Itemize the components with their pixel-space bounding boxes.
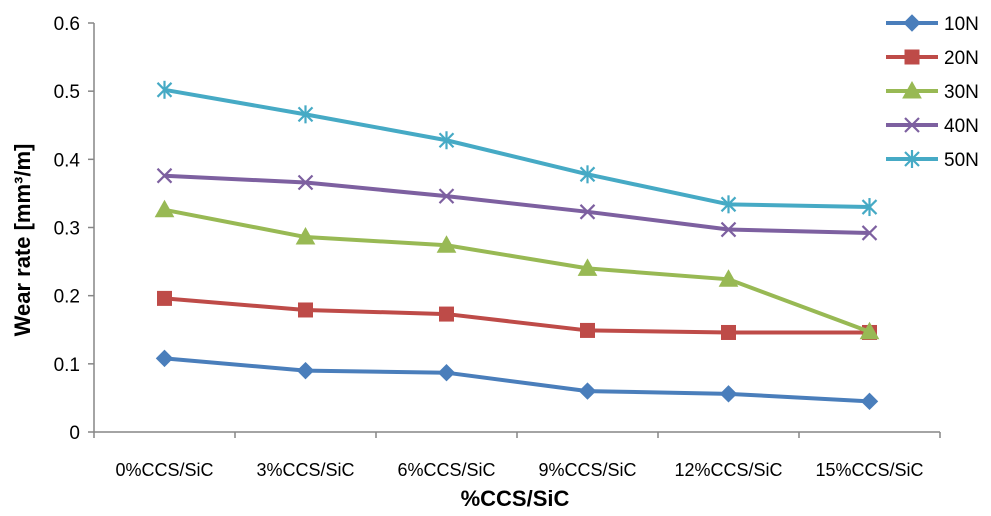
data-point (156, 167, 173, 184)
data-point (718, 269, 739, 287)
x-axis-title: %CCS/SiC (461, 486, 570, 511)
data-point (579, 204, 596, 220)
series-line (164, 356, 870, 404)
y-tick-label: 0.3 (54, 219, 80, 240)
x-tick-label: 0%CCS/SiC (115, 460, 213, 480)
data-point (721, 324, 736, 340)
x-tick-label: 9%CCS/SiC (538, 460, 636, 480)
marker-stroke (156, 167, 173, 184)
x-tick-label: 6%CCS/SiC (397, 460, 495, 480)
data-point (156, 80, 173, 99)
data-point (297, 174, 314, 191)
y-tick-label: 0.6 (54, 14, 80, 35)
legend-item: 30N (886, 80, 979, 103)
data-point (578, 382, 597, 400)
legend: 10N 20N 30N 40N 50N (886, 14, 979, 171)
legend-label: 30N (944, 82, 979, 103)
series-line (164, 207, 871, 334)
data-point (297, 105, 314, 124)
marker-stroke (861, 225, 878, 241)
x-tick-label: 15%CCS/SiC (815, 460, 923, 480)
legend-label: 20N (944, 48, 979, 69)
x-tick-label: 12%CCS/SiC (674, 460, 782, 480)
legend-marker (904, 117, 920, 133)
legend-label: 10N (944, 14, 979, 35)
legend-item: 20N (886, 48, 979, 69)
axes (93, 23, 940, 433)
data-point (720, 221, 737, 238)
legend-label: 50N (944, 150, 979, 171)
series-10N (155, 349, 879, 411)
data-point (298, 302, 313, 318)
data-point (860, 392, 879, 411)
series-line (164, 173, 870, 235)
marker-stroke (297, 174, 314, 191)
legend-marker (904, 49, 920, 65)
data-point (154, 199, 175, 218)
x-tick-label: 3%CCS/SiC (256, 460, 354, 480)
marker-stroke (720, 221, 737, 238)
legend-marker (904, 150, 920, 168)
data-point (580, 322, 595, 338)
data-point (579, 165, 596, 184)
data-point (720, 195, 737, 214)
y-tick-label: 0.1 (54, 355, 80, 376)
series-20N (157, 290, 877, 340)
data-point (295, 227, 316, 245)
data-point (438, 188, 455, 204)
series-30N (154, 199, 880, 340)
series-40N (156, 167, 878, 241)
data-point (296, 361, 315, 380)
series-group (154, 80, 880, 411)
data-point (859, 321, 880, 340)
data-point (436, 235, 457, 253)
data-point (577, 258, 598, 276)
y-tick-label: 0 (69, 423, 80, 444)
data-point (439, 306, 454, 322)
y-axis-ticks: 0 0.1 0.2 0.3 0.4 0.5 0.6 (54, 14, 94, 444)
data-point (719, 385, 738, 403)
y-axis-title: Wear rate [mm³/m] (10, 144, 35, 337)
legend-marker (902, 80, 922, 99)
data-point (861, 225, 878, 241)
series-50N (156, 80, 878, 217)
x-axis-ticks: 0%CCS/SiC 3%CCS/SiC 6%CCS/SiC 9%CCS/SiC 12%C… (93, 432, 941, 480)
marker-stroke (438, 188, 455, 204)
legend-item: 40N (886, 116, 979, 137)
data-point (438, 131, 455, 150)
legend-item: 50N (886, 150, 979, 171)
marker-stroke (579, 204, 596, 220)
marker-stroke (904, 117, 920, 133)
data-point (861, 198, 878, 217)
legend-label: 40N (944, 116, 979, 137)
y-tick-label: 0.4 (54, 150, 81, 171)
legend-marker (903, 14, 921, 32)
series-line (164, 87, 870, 210)
y-tick-label: 0.2 (54, 287, 80, 308)
data-point (157, 290, 172, 306)
data-point (155, 349, 174, 368)
y-tick-label: 0.5 (54, 82, 80, 103)
data-point (437, 363, 456, 382)
legend-item: 10N (886, 14, 979, 35)
series-line (164, 296, 870, 335)
